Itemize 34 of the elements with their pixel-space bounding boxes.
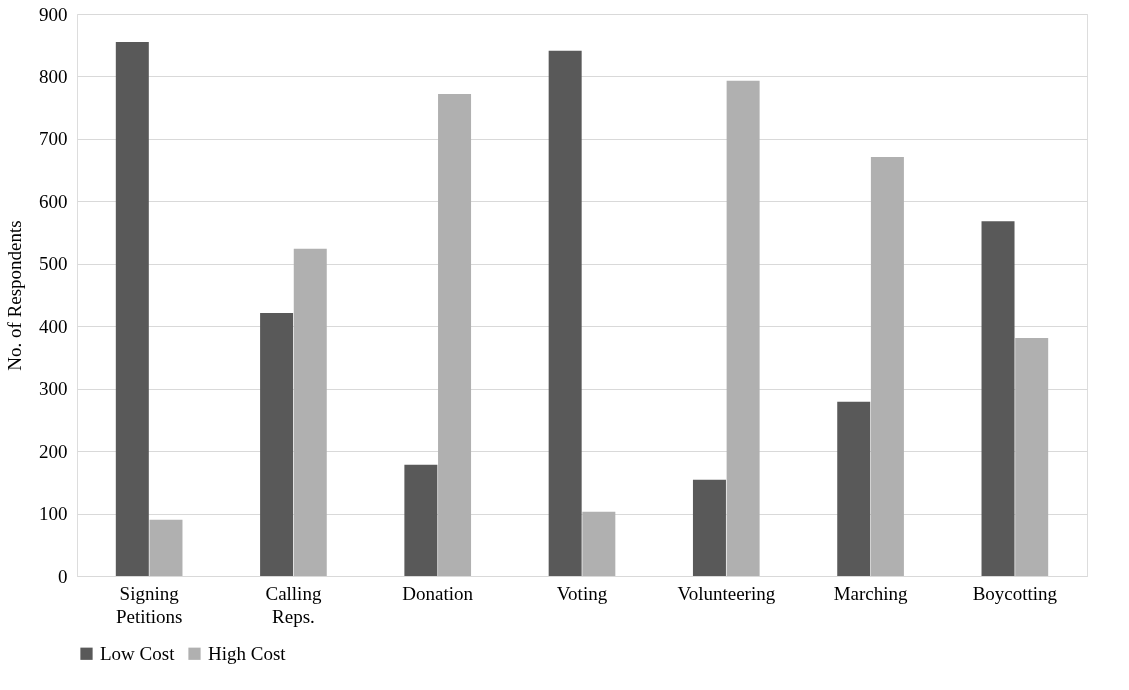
y-axis-title: No. of Respondents <box>4 220 25 371</box>
bar <box>404 464 438 576</box>
bar <box>293 248 327 576</box>
x-tick-label: Calling Reps. <box>265 582 322 627</box>
x-tick-label: Volunteering <box>677 582 776 604</box>
legend-label: Low Cost <box>100 642 176 664</box>
legend-label: High Cost <box>208 642 287 664</box>
bar <box>115 42 149 576</box>
bar <box>438 93 472 576</box>
y-tick-label: 200 <box>39 440 68 462</box>
y-tick-label: 100 <box>39 503 68 525</box>
y-tick-label: 700 <box>39 128 68 150</box>
y-tick-label: 400 <box>39 315 68 337</box>
bar <box>837 401 871 576</box>
bar <box>726 80 760 576</box>
y-tick-label: 500 <box>39 253 68 275</box>
y-tick-label: 0 <box>58 565 68 587</box>
y-tick-label: 600 <box>39 190 68 212</box>
bar <box>582 511 616 576</box>
x-tick-label: Boycotting <box>972 582 1058 604</box>
y-tick-label: 300 <box>39 378 68 400</box>
bar <box>981 221 1015 576</box>
x-tick-label: Donation <box>402 582 474 604</box>
bar <box>1015 338 1049 576</box>
bar <box>692 479 726 576</box>
bar <box>548 50 582 576</box>
y-tick-label: 800 <box>39 65 68 87</box>
x-tick-label: Voting <box>556 582 608 604</box>
bar <box>149 519 183 576</box>
x-tick-label: Marching <box>833 582 908 604</box>
y-tick-label: 900 <box>39 3 68 25</box>
x-tick-label: Signing Petitions <box>115 582 183 627</box>
bar <box>870 157 904 576</box>
bar <box>260 313 294 576</box>
